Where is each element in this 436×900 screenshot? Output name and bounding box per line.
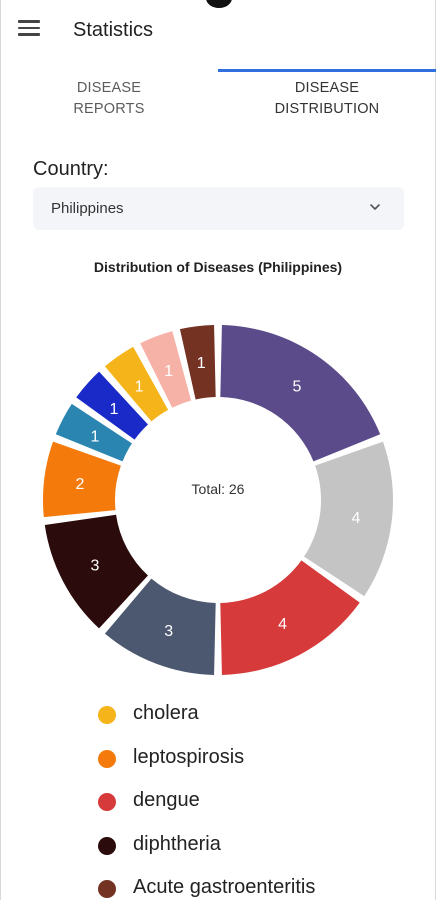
chart-title: Distribution of Diseases (Philippines) [93, 259, 343, 275]
legend-item[interactable]: cholera [98, 700, 428, 744]
donut-slice-label-8: 1 [135, 379, 144, 396]
legend-label: cholera [133, 702, 199, 724]
country-label: Country: [33, 158, 109, 180]
donut-slice-10[interactable] [179, 325, 216, 400]
donut-slice-label-0: 5 [293, 379, 302, 396]
donut-slice-label-9: 1 [164, 363, 173, 380]
legend-item[interactable]: leptospirosis [98, 744, 428, 788]
legend-label: leptospirosis [133, 745, 245, 768]
page-title: Statistics [73, 19, 154, 41]
donut-slice-3[interactable] [104, 578, 216, 675]
screen-edge-left [0, 0, 1, 900]
donut-slice-label-3: 3 [164, 623, 173, 640]
donut-slice-label-2: 4 [278, 616, 287, 633]
legend-color-dot [98, 836, 116, 855]
donut-slice-9[interactable] [140, 331, 192, 408]
donut-slice-6[interactable] [55, 403, 132, 462]
donut-slice-0[interactable] [220, 325, 381, 462]
menu-icon[interactable] [18, 20, 40, 40]
chart-legend: cholera leptospirosis dengue diphtheria Acut… [98, 700, 428, 900]
chevron-down-icon [370, 204, 380, 210]
donut-slice-8[interactable] [104, 346, 169, 422]
legend-item[interactable]: Acute gastroenteritis [98, 874, 428, 900]
active-tab-indicator [218, 69, 436, 72]
app-bar: Statistics [0, 0, 436, 62]
country-selected-value: Philippines [51, 200, 124, 217]
tab-disease-distribution[interactable]: DISEASE DISTRIBUTION [274, 80, 380, 117]
donut-center-total: Total: 26 [192, 481, 245, 497]
legend-label: diphtheria [133, 832, 221, 855]
legend-label: dengue [133, 789, 200, 811]
donut-slice-7[interactable] [76, 371, 148, 440]
donut-slice-label-6: 1 [90, 428, 99, 445]
legend-color-dot [98, 749, 116, 768]
donut-slice-label-1: 4 [352, 510, 361, 527]
legend-label: Acute gastroenteritis [133, 876, 316, 898]
legend-color-dot [98, 706, 116, 724]
tab-bar: DISEASE REPORTS DISEASE DISTRIBUTION [0, 69, 436, 134]
legend-color-dot [98, 793, 116, 811]
donut-slice-4[interactable] [44, 514, 148, 629]
donut-slice-label-4: 3 [90, 558, 99, 575]
donut-slice-1[interactable] [304, 441, 394, 597]
legend-item[interactable]: diphtheria [98, 831, 428, 875]
tab-disease-reports[interactable]: DISEASE REPORTS [73, 80, 145, 117]
donut-slice-label-7: 1 [110, 401, 119, 418]
legend-color-dot [98, 880, 116, 898]
camera-cutout [206, 0, 232, 8]
donut-slice-label-5: 2 [76, 476, 85, 493]
country-select[interactable]: Philippines [33, 187, 404, 230]
legend-item[interactable]: dengue [98, 787, 428, 831]
donut-slice-5[interactable] [42, 441, 121, 518]
donut-slice-2[interactable] [220, 560, 360, 675]
donut-slice-label-10: 1 [197, 355, 206, 372]
